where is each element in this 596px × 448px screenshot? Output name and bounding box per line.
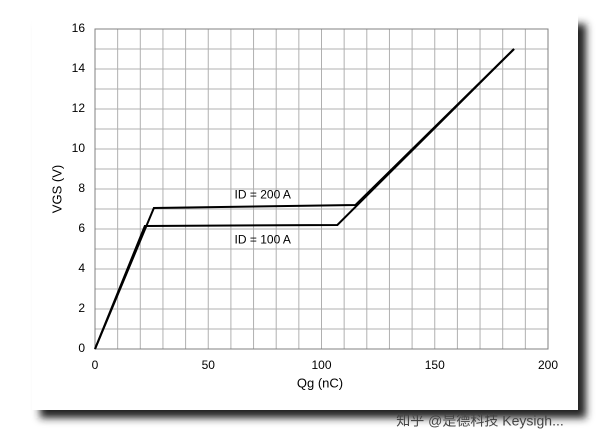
plot-area: 0 50 100 150 200 0 2 4 6 8 10 12 14 16 ID = 200 A ID = … bbox=[72, 21, 559, 372]
y-tick-label: 10 bbox=[72, 141, 86, 155]
x-tick-label: 50 bbox=[202, 358, 216, 372]
x-tick-label: 200 bbox=[538, 358, 558, 372]
y-tick-label: 12 bbox=[72, 101, 86, 115]
x-tick-label: 150 bbox=[425, 358, 445, 372]
y-tick-label: 6 bbox=[78, 221, 85, 235]
y-tick-label: 4 bbox=[78, 261, 85, 275]
series-label: ID = 100 A bbox=[235, 232, 291, 246]
y-tick-label: 14 bbox=[72, 61, 86, 75]
y-tick-label: 0 bbox=[78, 341, 85, 355]
y-tick-label: 2 bbox=[78, 301, 85, 315]
plot-border bbox=[94, 28, 549, 350]
x-tick-label: 0 bbox=[92, 358, 99, 372]
watermark: 知乎 @是德科技 Keysigh... bbox=[396, 413, 563, 429]
card bbox=[32, 14, 578, 410]
line bbox=[94, 48, 515, 350]
y-tick-label: 8 bbox=[78, 181, 85, 195]
x-tick-label: 100 bbox=[311, 358, 331, 372]
y-tick-label: 16 bbox=[72, 21, 86, 35]
series-label: ID = 200 A bbox=[235, 188, 291, 202]
x-axis-label: Qg (nC) bbox=[297, 375, 343, 390]
y-axis-label: VGS (V) bbox=[49, 165, 64, 213]
